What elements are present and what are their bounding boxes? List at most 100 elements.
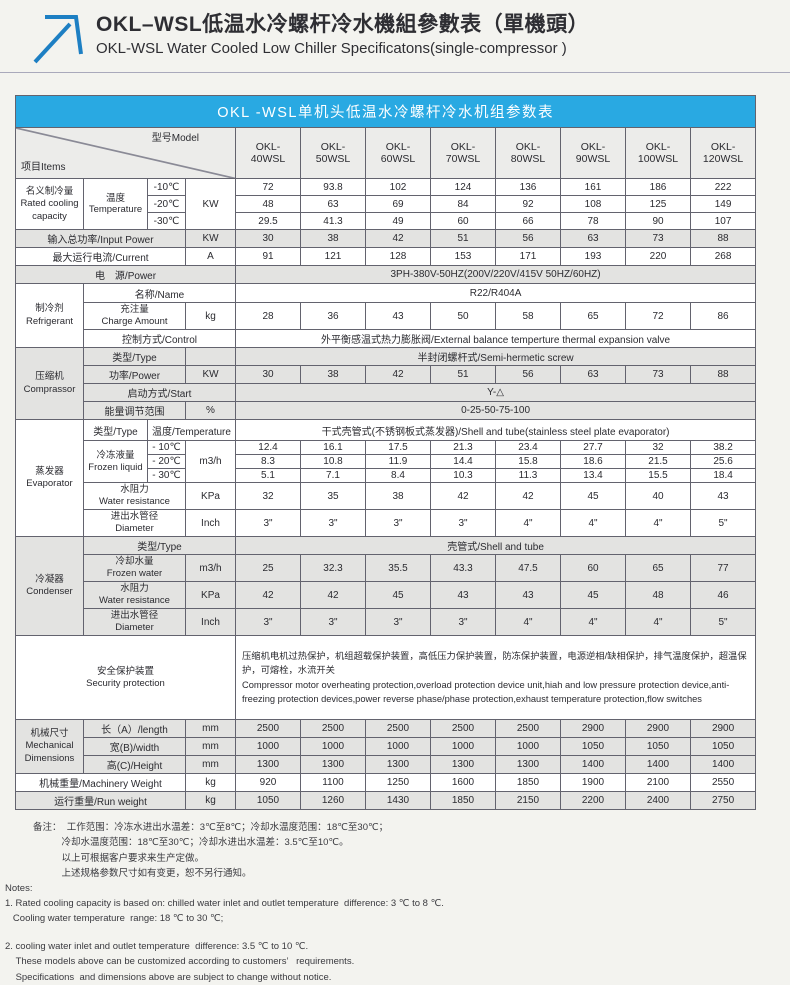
value-cell: 65 — [625, 554, 691, 583]
value-cell: 193 — [560, 247, 626, 267]
value-cell: 13.4 — [560, 468, 626, 484]
span-value-cell: 干式壳管式(不锈钢板式蒸发器)/Shell and tube(stainless… — [234, 419, 757, 442]
unit-cell: KPa — [185, 482, 236, 511]
value-cell: 3" — [300, 509, 366, 538]
model-header-cell: OKL- 60WSL — [365, 126, 431, 180]
value-cell: 72 — [235, 178, 301, 197]
value-cell: 48 — [235, 195, 301, 214]
row-label: 机械重量/Machinery Weight — [15, 773, 186, 793]
page-title-cn: OKL–WSL低温水冷螺杆冷水機組參數表（單機頭） — [96, 13, 590, 36]
value-cell: 1300 — [430, 755, 496, 775]
note-line: Notes: — [5, 882, 33, 894]
table-row: 高(C)/Height mm 1300 1300 1300 1300 1300 1400 1… — [16, 755, 757, 775]
row-label: 最大运行电流/Current — [15, 247, 186, 267]
row-label: 温度 Temperature — [83, 178, 148, 231]
value-cell: 38 — [365, 482, 431, 511]
unit-cell: KW — [185, 365, 236, 385]
value-cell: 30 — [235, 365, 301, 385]
value-cell: 56 — [495, 365, 561, 385]
unit-cell: kg — [185, 773, 236, 793]
page-header: OKL–WSL低温水冷螺杆冷水機組參數表（單機頭） OKL-WSL Water … — [0, 0, 790, 72]
security-text-cell: 压缩机电机过热保护，机组超载保护装置，高低压力保护装置，防冻保护装置，电源逆相/… — [234, 635, 757, 721]
note-line: 上述规格参数尺寸如有变更，恕不另行通知。 — [33, 867, 252, 879]
value-cell: 42 — [430, 482, 496, 511]
value-cell: 21.3 — [430, 440, 496, 456]
row-label: 控制方式/Control — [83, 329, 236, 349]
value-cell: 3" — [365, 509, 431, 538]
value-cell: 4" — [560, 509, 626, 538]
unit-cell: mm — [185, 737, 236, 757]
value-cell: 3" — [365, 608, 431, 637]
table-row: 冷凝器 Condenser 类型/Type 壳管式/Shell and tube — [15, 536, 757, 637]
value-cell: 25.6 — [689, 454, 757, 470]
table-row: 启动方式/Start Y-△ — [16, 383, 757, 403]
note-line: These models above can be customized acc… — [5, 956, 355, 968]
row-label: 能量调节范围 — [83, 401, 186, 421]
value-cell: 4" — [495, 608, 561, 637]
span-value-cell: 半封闭螺杆式/Semi-hermetic screw — [234, 347, 757, 367]
span-value-cell: 外平衡感温式热力膨胀阀/External balance temperture … — [234, 329, 757, 349]
value-cell: 3" — [430, 509, 496, 538]
model-header-cell: OKL- 80WSL — [495, 126, 561, 180]
value-cell: 63 — [300, 195, 366, 214]
span-value-cell: R22/R404A — [234, 283, 757, 304]
value-cell: 14.4 — [430, 454, 496, 470]
table-row: 机械尺寸 Mechanical Dimensions 长（A）/length m… — [15, 719, 757, 775]
value-cell: 92 — [495, 195, 561, 214]
value-cell: 30 — [235, 229, 301, 249]
note-line: 备注： 工作范围：冷冻水进出水温差：3℃至8℃；冷却水温度范围：18℃至30℃； — [33, 822, 389, 834]
value-cell: 32 — [235, 482, 301, 511]
value-cell: 51 — [430, 229, 496, 249]
value-cell: 51 — [430, 365, 496, 385]
value-cell: 186 — [625, 178, 691, 197]
table-row: 压缩机 Comprassor 类型/Type 半封闭螺杆式/Semi-herme… — [15, 347, 757, 421]
note-line: Cooling water temperature range: 18 ℃ to… — [5, 913, 224, 925]
category-cell: 压缩机 Comprassor — [15, 347, 84, 421]
row-label: 温度/Temperature — [147, 419, 236, 442]
value-cell: 63 — [560, 365, 626, 385]
unit-cell: % — [185, 401, 236, 421]
table-row: 机械重量/Machinery Weight kg 920 1100 1250 1600… — [15, 773, 757, 793]
model-header-cell: OKL- 70WSL — [430, 126, 496, 180]
value-cell: 2900 — [560, 719, 626, 739]
note-line — [5, 926, 790, 939]
table-row: 水阻力 Water resistance KPa 32 35 38 42 42 45 40 4… — [16, 482, 757, 511]
value-cell: 153 — [430, 247, 496, 267]
value-cell: 1300 — [365, 755, 431, 775]
table-row: 进出水管径 Diameter Inch 3" 3" 3" 3" 4" 4" 4" 5" — [16, 509, 757, 538]
row-label: 安全保护装置 Security protection — [15, 635, 236, 721]
security-text-en: Compressor motor overheating protection,… — [242, 679, 730, 705]
value-cell: 42 — [235, 581, 301, 610]
value-cell: 86 — [689, 302, 757, 331]
value-cell: 121 — [300, 247, 366, 267]
spec-table: OKL -WSL单机头低温水冷螺杆冷水机组参数表 项目Items 型号Model… — [14, 95, 757, 811]
value-cell: 29.5 — [235, 212, 301, 231]
value-cell: 47.5 — [495, 554, 561, 583]
value-cell: 1000 — [365, 737, 431, 757]
table-banner: OKL -WSL单机头低温水冷螺杆冷水机组参数表 — [14, 95, 757, 128]
temp-cell: -10℃ — [147, 178, 186, 197]
value-cell: 10.8 — [300, 454, 366, 470]
value-cell: 65 — [560, 302, 626, 331]
value-cell: 8.3 — [235, 454, 301, 470]
page-title-en: OKL-WSL Water Cooled Low Chiller Specifi… — [96, 40, 567, 57]
category-en: Rated cooling — [20, 198, 79, 210]
category-cell: 机械尺寸 Mechanical Dimensions — [15, 719, 84, 775]
value-cell: 42 — [365, 365, 431, 385]
value-cell: 49 — [365, 212, 431, 231]
row-label: 启动方式/Start — [83, 383, 236, 403]
value-cell: 45 — [560, 581, 626, 610]
note-line: 1. Rated cooling capacity is based on: c… — [5, 898, 444, 910]
value-cell: 15.5 — [625, 468, 691, 484]
value-cell: 124 — [430, 178, 496, 197]
temp-cell: -20℃ — [147, 195, 186, 214]
table-row: -20℃ 48 63 69 84 92 108 125 149 — [16, 195, 757, 214]
value-cell: 73 — [625, 229, 691, 249]
value-cell: 17.5 — [365, 440, 431, 456]
value-cell: 3" — [300, 608, 366, 637]
unit-cell: KW — [185, 229, 236, 249]
value-cell: 2550 — [689, 773, 757, 793]
note-line: 冷却水温度范围：18℃至30℃；冷却水进出水温差：3.5℃至10℃。 — [33, 837, 349, 849]
value-cell: 18.6 — [560, 454, 626, 470]
